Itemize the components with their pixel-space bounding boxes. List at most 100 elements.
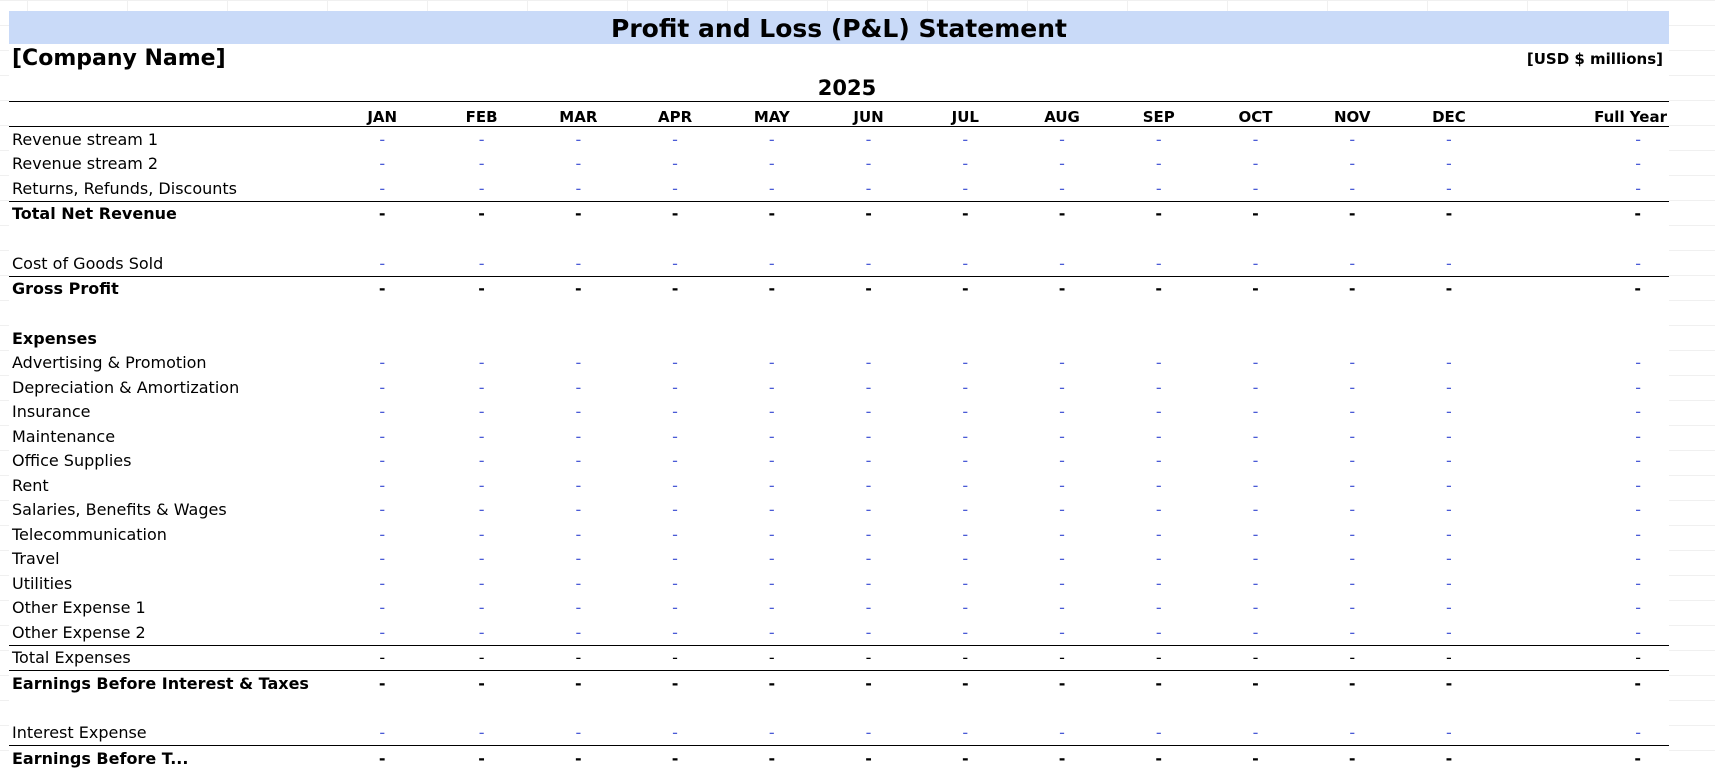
value-cell-may[interactable] xyxy=(724,226,820,251)
value-cell-mar[interactable]: - xyxy=(575,178,582,198)
value-cell-apr[interactable]: - xyxy=(672,549,678,569)
value-cell-oct[interactable]: - xyxy=(1252,573,1259,593)
value-cell-full-year[interactable]: - xyxy=(1635,524,1641,544)
value-cell-sep[interactable] xyxy=(1111,696,1207,721)
value-cell-apr[interactable] xyxy=(626,326,723,351)
col-header-aug[interactable]: AUG xyxy=(1013,101,1111,127)
value-cell-jan[interactable]: - xyxy=(379,451,386,471)
value-cell-aug[interactable]: - xyxy=(1059,402,1065,422)
value-cell-apr[interactable]: - xyxy=(672,723,678,743)
row-label[interactable]: Returns, Refunds, Discounts xyxy=(12,178,237,198)
value-cell-oct[interactable]: - xyxy=(1206,670,1305,696)
value-cell-jun[interactable]: - xyxy=(819,200,918,226)
value-cell-jun[interactable]: - xyxy=(865,253,872,273)
value-cell-jan[interactable]: - xyxy=(379,178,386,198)
value-cell-aug[interactable]: - xyxy=(1013,275,1111,301)
value-cell-oct[interactable]: - xyxy=(1252,253,1259,273)
col-header-oct[interactable]: OCT xyxy=(1206,101,1305,127)
value-cell-mar[interactable]: - xyxy=(575,451,582,471)
value-cell-feb[interactable] xyxy=(433,696,530,721)
value-cell-sep[interactable]: - xyxy=(1155,723,1162,743)
value-cell-mar[interactable]: - xyxy=(530,200,627,226)
value-cell-sep[interactable]: - xyxy=(1155,253,1162,273)
value-cell-jun[interactable]: - xyxy=(865,178,872,198)
value-cell-may[interactable]: - xyxy=(768,573,775,593)
row-label[interactable]: Maintenance xyxy=(12,426,116,446)
value-cell-aug[interactable]: - xyxy=(1059,475,1065,495)
value-cell-jun[interactable] xyxy=(820,326,917,351)
value-cell-nov[interactable]: - xyxy=(1304,200,1401,226)
value-cell-mar[interactable] xyxy=(530,226,626,251)
value-cell-may[interactable]: - xyxy=(723,644,820,671)
value-cell-full-year[interactable]: - xyxy=(1635,353,1641,373)
value-cell-dec[interactable]: - xyxy=(1446,451,1452,471)
value-cell-jan[interactable]: - xyxy=(379,598,386,618)
value-cell-feb[interactable] xyxy=(433,301,530,326)
value-cell-aug[interactable] xyxy=(1013,226,1110,251)
value-cell-nov[interactable]: - xyxy=(1349,129,1356,149)
col-header-jul[interactable]: JUL xyxy=(917,101,1014,127)
value-cell-jan[interactable]: - xyxy=(379,524,386,544)
value-cell-full-year[interactable] xyxy=(1498,326,1669,351)
value-cell-aug[interactable]: - xyxy=(1059,129,1065,149)
value-cell-sep[interactable]: - xyxy=(1110,200,1207,226)
value-cell-apr[interactable]: - xyxy=(672,402,678,422)
value-cell-feb[interactable]: - xyxy=(478,178,485,198)
value-cell-aug[interactable]: - xyxy=(1059,451,1065,471)
value-cell-feb[interactable]: - xyxy=(478,253,485,273)
value-cell-aug[interactable]: - xyxy=(1059,622,1065,642)
value-cell-sep[interactable]: - xyxy=(1155,475,1162,495)
value-cell-may[interactable] xyxy=(724,326,820,351)
value-cell-sep[interactable]: - xyxy=(1155,129,1162,149)
value-cell-oct[interactable]: - xyxy=(1252,402,1259,422)
value-cell-dec[interactable]: - xyxy=(1446,475,1452,495)
value-cell-may[interactable]: - xyxy=(768,451,775,471)
value-cell-dec[interactable]: - xyxy=(1400,275,1498,301)
value-cell-jul[interactable] xyxy=(917,226,1013,251)
value-cell-oct[interactable]: - xyxy=(1252,353,1259,373)
value-cell-dec[interactable]: - xyxy=(1446,402,1452,422)
value-cell-aug[interactable]: - xyxy=(1059,598,1065,618)
value-cell-sep[interactable]: - xyxy=(1110,745,1207,771)
value-cell-nov[interactable]: - xyxy=(1349,154,1356,174)
value-cell-oct[interactable]: - xyxy=(1206,745,1305,771)
value-cell-jul[interactable]: - xyxy=(917,200,1014,226)
value-cell-mar[interactable] xyxy=(530,301,626,326)
value-cell-sep[interactable]: - xyxy=(1155,500,1162,520)
value-cell-nov[interactable]: - xyxy=(1349,573,1356,593)
row-label[interactable]: Other Expense 1 xyxy=(12,598,146,618)
value-cell-apr[interactable]: - xyxy=(626,275,724,301)
value-cell-may[interactable]: - xyxy=(768,598,775,618)
value-cell-feb[interactable]: - xyxy=(478,549,485,569)
value-cell-jan[interactable] xyxy=(331,696,433,721)
value-cell-jul[interactable]: - xyxy=(962,426,969,446)
row-label[interactable]: Earnings Before T... xyxy=(9,745,332,771)
value-cell-apr[interactable]: - xyxy=(672,475,678,495)
value-cell-sep[interactable]: - xyxy=(1155,154,1162,174)
value-cell-jul[interactable]: - xyxy=(962,723,969,743)
value-cell-mar[interactable] xyxy=(530,326,626,351)
value-cell-may[interactable]: - xyxy=(768,129,775,149)
value-cell-jul[interactable]: - xyxy=(962,475,969,495)
value-cell-aug[interactable]: - xyxy=(1059,253,1065,273)
value-cell-aug[interactable]: - xyxy=(1059,426,1065,446)
value-cell-nov[interactable]: - xyxy=(1349,475,1356,495)
value-cell-mar[interactable]: - xyxy=(575,154,582,174)
value-cell-dec[interactable]: - xyxy=(1400,670,1498,696)
value-cell-nov[interactable]: - xyxy=(1304,670,1401,696)
value-cell-full-year[interactable]: - xyxy=(1497,275,1669,301)
value-cell-full-year[interactable]: - xyxy=(1497,200,1669,226)
col-header-mar[interactable]: MAR xyxy=(530,101,627,127)
value-cell-dec[interactable]: - xyxy=(1446,426,1452,446)
value-cell-jun[interactable]: - xyxy=(865,154,872,174)
value-cell-may[interactable]: - xyxy=(768,178,775,198)
value-cell-aug[interactable]: - xyxy=(1013,200,1111,226)
value-cell-may[interactable]: - xyxy=(768,500,775,520)
value-cell-dec[interactable] xyxy=(1400,226,1497,251)
value-cell-apr[interactable]: - xyxy=(626,745,724,771)
statement-title[interactable]: Profit and Loss (P&L) Statement xyxy=(9,11,1669,44)
value-cell-jun[interactable]: - xyxy=(865,402,872,422)
value-cell-apr[interactable] xyxy=(626,226,723,251)
row-label[interactable]: Depreciation & Amortization xyxy=(12,377,240,397)
value-cell-feb[interactable]: - xyxy=(432,745,531,771)
